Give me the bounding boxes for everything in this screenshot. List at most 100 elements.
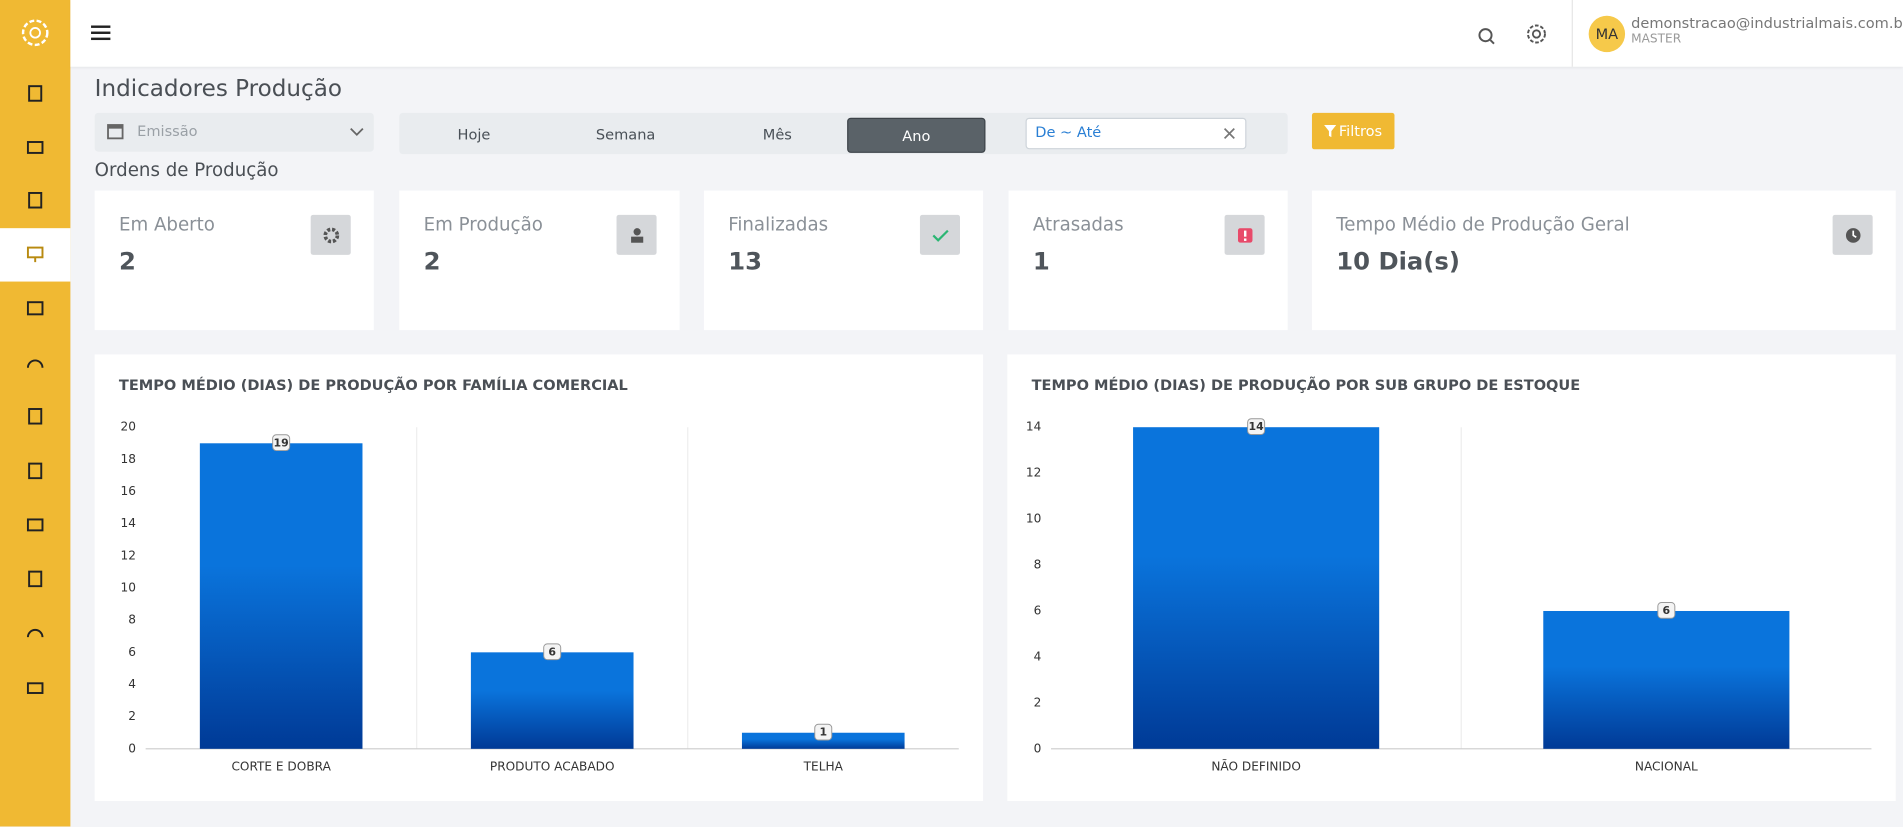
date-range-input[interactable]: De ~ Até (1025, 117, 1247, 150)
kpi-icon (1832, 214, 1873, 255)
y-tick-label: 0 (1034, 741, 1042, 755)
user-role: MASTER (1631, 32, 1682, 47)
menu-item[interactable] (0, 444, 70, 497)
menu-item[interactable] (0, 174, 70, 227)
section-title: Ordens de Produção (94, 158, 279, 181)
kpi-card: Tempo Médio de Produção Geral 10 Dia(s) (1311, 190, 1896, 331)
sidebar (0, 0, 71, 827)
data-label-box (814, 723, 833, 741)
kpi-card: Finalizadas 13 (703, 190, 984, 331)
data-label-box (272, 434, 291, 452)
chart-title: TEMPO MÉDIO (DIAS) DE PRODUÇÃO POR FAMÍL… (119, 376, 628, 394)
y-tick-label: 18 (120, 452, 135, 466)
kpi-icon (616, 214, 657, 255)
y-tick-label: 10 (120, 581, 135, 595)
data-label: 1 (819, 726, 827, 739)
x-tick-label: CORTE E DOBRA (231, 760, 331, 774)
topbar: MA demonstracao@industrialmais.com.br MA… (70, 0, 1903, 67)
kpi-value: 2 (118, 246, 136, 276)
x-tick-label: TELHA (803, 760, 844, 774)
period-button[interactable]: Ano (847, 117, 986, 153)
y-tick-label: 4 (128, 677, 136, 691)
kpi-card: Atrasadas 1 (1008, 190, 1288, 331)
data-label: 6 (548, 645, 556, 658)
x-tick-label: PRODUTO ACABADO (490, 760, 615, 774)
date-field-select[interactable]: Emissão (94, 112, 374, 152)
kpi-label: Atrasadas (1032, 213, 1124, 236)
kpi-value: 13 (728, 246, 762, 276)
settings-icon[interactable] (1524, 22, 1548, 46)
filter-button-label: Filtros (1338, 122, 1383, 140)
chart-panel: TEMPO MÉDIO (DIAS) DE PRODUÇÃO POR FAMÍL… (94, 354, 984, 802)
y-tick-label: 0 (128, 741, 136, 755)
x-tick-label: NÃO DEFINIDO (1211, 759, 1301, 774)
chart: TEMPO MÉDIO (DIAS) DE PRODUÇÃO POR SUB G… (1026, 376, 1872, 774)
bar (741, 732, 905, 749)
menu-item[interactable] (0, 120, 70, 173)
kpi-value: 10 Dia(s) (1336, 246, 1460, 276)
chart-panel: TEMPO MÉDIO (DIAS) DE PRODUÇÃO POR SUB G… (1007, 354, 1896, 802)
menu-toggle[interactable] (91, 24, 111, 41)
date-placeholder: De ~ Até (1035, 123, 1102, 141)
divider (1571, 0, 1573, 67)
y-tick-label: 6 (128, 645, 136, 659)
kpi-value: 2 (423, 246, 441, 276)
kpi-icon (310, 214, 351, 255)
filter-button[interactable]: Filtros (1311, 112, 1395, 150)
menu-item[interactable] (0, 606, 70, 659)
y-tick-label: 6 (1034, 603, 1042, 617)
kpi-card: Em Aberto 2 (94, 190, 374, 331)
y-tick-label: 2 (1034, 695, 1042, 709)
y-tick-label: 8 (128, 613, 136, 627)
avatar[interactable]: MA (1588, 15, 1626, 53)
kpi-icon (1224, 214, 1265, 255)
period-button[interactable]: Hoje (457, 125, 491, 143)
kpi-icon (919, 214, 960, 255)
logo (21, 19, 49, 47)
select-label: Emissão (137, 122, 198, 140)
menu-item[interactable] (0, 336, 70, 389)
data-label: 6 (1663, 604, 1671, 617)
menu-item[interactable] (0, 498, 70, 551)
y-tick-label: 12 (1026, 466, 1041, 480)
data-label: 19 (274, 436, 289, 449)
user-email: demonstracao@industrialmais.com.br (1631, 14, 1903, 32)
period-button[interactable]: Semana (595, 125, 656, 143)
y-tick-label: 12 (120, 548, 135, 562)
bar (1133, 427, 1380, 749)
menu-item[interactable] (0, 228, 71, 282)
menu-item[interactable] (0, 660, 70, 713)
bar (470, 652, 634, 749)
y-tick-label: 14 (120, 516, 136, 530)
y-tick-label: 8 (1034, 558, 1042, 572)
kpi-label: Finalizadas (728, 213, 829, 236)
x-tick-label: NACIONAL (1635, 760, 1698, 774)
chart-title: TEMPO MÉDIO (DIAS) DE PRODUÇÃO POR SUB G… (1032, 376, 1581, 394)
page-title: Indicadores Produção (94, 75, 342, 102)
menu-item[interactable] (0, 282, 70, 335)
y-tick-label: 10 (1026, 512, 1041, 526)
kpi-label: Tempo Médio de Produção Geral (1336, 213, 1630, 236)
data-label-box (1657, 602, 1676, 619)
data-label-box (1247, 418, 1266, 435)
search-icon[interactable] (1473, 23, 1495, 45)
menu-item[interactable] (0, 67, 70, 120)
period-button[interactable]: Mês (762, 125, 792, 143)
y-tick-label: 4 (1034, 649, 1042, 663)
y-tick-label: 14 (1026, 420, 1042, 434)
data-label-box (543, 643, 562, 661)
menu-item[interactable] (0, 390, 70, 443)
chart: TEMPO MÉDIO (DIAS) DE PRODUÇÃO POR FAMÍL… (119, 376, 959, 774)
y-tick-label: 2 (128, 709, 136, 723)
kpi-card: Em Produção 2 (399, 190, 680, 331)
menu-item[interactable] (0, 552, 70, 605)
y-tick-label: 20 (120, 420, 135, 434)
kpi-value: 1 (1032, 246, 1050, 276)
bar (199, 443, 363, 749)
y-tick-label: 16 (120, 484, 135, 498)
kpi-label: Em Aberto (118, 213, 215, 236)
kpi-label: Em Produção (423, 213, 543, 236)
data-label: 14 (1249, 420, 1265, 433)
